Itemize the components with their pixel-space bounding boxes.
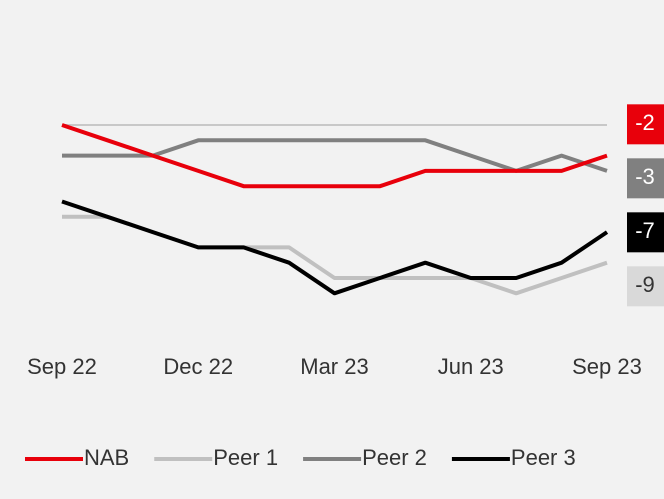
- x-tick-label: Sep 23: [572, 354, 642, 379]
- series-line: [62, 138, 608, 173]
- series-line: [61, 199, 609, 296]
- end-label-box: [627, 212, 664, 253]
- end-label-box: [627, 104, 664, 145]
- legend-label: NAB: [84, 445, 129, 470]
- x-tick-label: Sep 22: [27, 354, 97, 379]
- end-label: -7: [635, 218, 655, 243]
- x-tick-label: Jun 23: [438, 354, 504, 379]
- x-tick-label: Dec 22: [163, 354, 233, 379]
- end-label-box: [627, 266, 664, 307]
- legend-label: Peer 1: [213, 445, 278, 470]
- legend-label: Peer 2: [362, 445, 427, 470]
- end-label: -9: [635, 272, 655, 297]
- legend-label: Peer 3: [511, 445, 576, 470]
- x-tick-label: Mar 23: [300, 354, 368, 379]
- end-label: -2: [635, 110, 655, 135]
- end-label: -3: [635, 164, 655, 189]
- end-label-box: [627, 158, 664, 199]
- series-line: [61, 123, 608, 189]
